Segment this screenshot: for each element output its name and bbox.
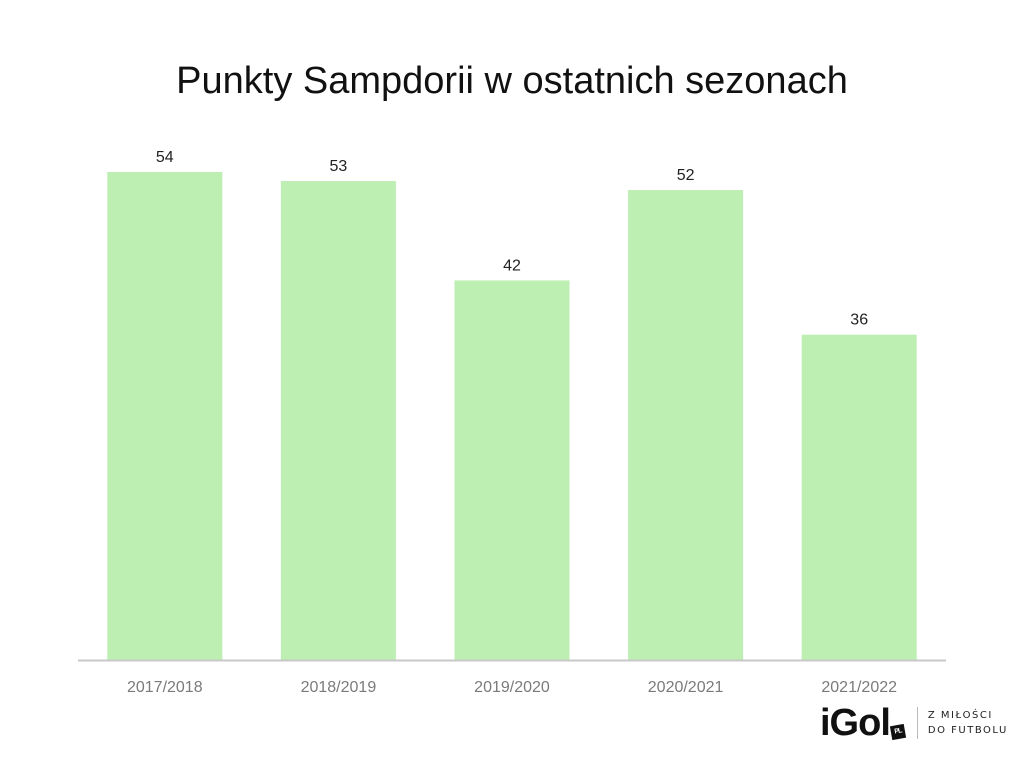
chart-title: Punkty Sampdorii w ostatnich sezonach	[176, 60, 848, 102]
bar-2019-2020	[454, 280, 570, 660]
x-tick-label-2019-2020: 2019/2020	[474, 679, 550, 696]
x-tick-label-2020-2021: 2020/2021	[648, 679, 724, 696]
bar-2021-2022	[801, 334, 917, 660]
value-label-2018-2019: 53	[330, 158, 348, 175]
logo-mark: iGol PL	[820, 701, 906, 745]
logo-wordmark: iGol	[820, 701, 891, 744]
x-tick-label-2017-2018: 2017/2018	[127, 679, 203, 696]
value-label-2019-2020: 42	[503, 257, 521, 274]
logo-badge: PL	[889, 723, 906, 740]
value-label-2017-2018: 54	[156, 149, 174, 166]
logo-tagline: Z MIŁOŚCI DO FUTBOLU	[928, 708, 1008, 738]
logo-tagline-line1: Z MIŁOŚCI	[927, 710, 993, 721]
logo-divider	[916, 707, 918, 739]
bar-2018-2019	[280, 181, 396, 660]
value-label-2020-2021: 52	[677, 167, 695, 184]
logo-tagline-line2: DO FUTBOLU	[927, 725, 1008, 736]
bar-2017-2018	[107, 172, 223, 660]
value-label-2021-2022: 36	[850, 312, 868, 329]
x-tick-label-2021-2022: 2021/2022	[821, 679, 897, 696]
bar-2020-2021	[628, 190, 744, 660]
x-tick-label-2018-2019: 2018/2019	[301, 679, 377, 696]
igol-logo: iGol PL Z MIŁOŚCI DO FUTBOLU	[820, 700, 1008, 746]
